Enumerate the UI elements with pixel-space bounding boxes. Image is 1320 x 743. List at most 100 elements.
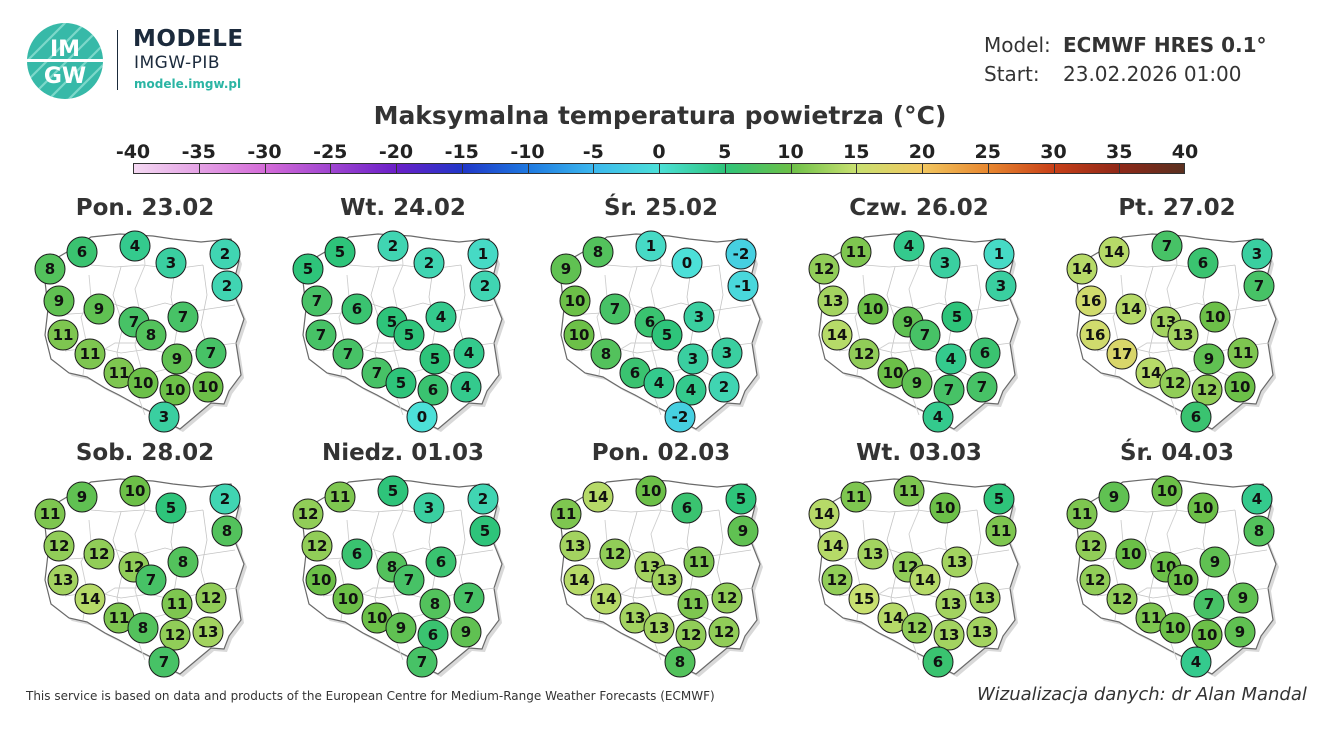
temperature-circle	[406, 401, 438, 433]
city-marker: 9	[901, 367, 933, 399]
temperature-value: 6	[1191, 408, 1201, 426]
city-marker: 14	[817, 530, 849, 562]
city-marker: 7	[1193, 588, 1225, 620]
ecmwf-source-note: This service is based on data and produc…	[26, 689, 715, 703]
colorbar-tick-mark	[856, 163, 858, 174]
temperature-circle	[808, 253, 840, 285]
city-marker: 10	[127, 367, 159, 399]
city-marker: 10	[929, 492, 961, 524]
temperature-circle	[417, 619, 449, 651]
model-info: Model: ECMWF HRES 0.1° Start: 23.02.2026 0…	[984, 31, 1267, 89]
city-marker: 7	[909, 319, 941, 351]
temperature-circle	[929, 247, 961, 279]
temperature-value: 4	[654, 374, 664, 392]
temperature-circle	[933, 619, 965, 651]
temperature-value: 11	[683, 595, 704, 613]
city-marker: 13	[643, 612, 675, 644]
temperature-circle	[1098, 481, 1130, 513]
temperature-value: 9	[94, 300, 104, 318]
temperature-circle	[808, 498, 840, 530]
city-marker: 7	[453, 582, 485, 614]
temperature-circle	[817, 530, 849, 562]
temperature-circle	[1191, 619, 1223, 651]
city-marker: 13	[935, 588, 967, 620]
city-marker: 12	[1191, 374, 1223, 406]
colorbar-tick-label: 25	[974, 141, 1001, 163]
temperature-circle	[1241, 238, 1273, 270]
city-marker: 10	[559, 285, 591, 317]
colorbar-tick-label: -40	[115, 141, 151, 163]
temperature-value: 12	[907, 619, 928, 637]
temperature-value: 4	[461, 378, 471, 396]
temperature-circle	[393, 319, 425, 351]
temperature-value: 3	[694, 308, 704, 326]
colorbar-tick-label: 30	[1040, 141, 1067, 163]
city-marker: 13	[817, 285, 849, 317]
temperature-circle	[305, 319, 337, 351]
temperature-value: 5	[994, 490, 1004, 508]
temperature-circle	[66, 481, 98, 513]
temperature-circle	[155, 492, 187, 524]
temperature-value: 4	[1191, 653, 1201, 671]
city-marker: 11	[1227, 337, 1259, 369]
forecast-panel: Śr. 25.02 8 1 -2 9 0 -1 10 7 6 3 10 5 8 3 3 6 4 4 2 -2	[541, 195, 781, 445]
temperature-circle	[450, 616, 482, 648]
city-marker: 9	[43, 285, 75, 317]
city-marker: 6	[425, 546, 457, 578]
temperature-circle	[195, 582, 227, 614]
city-marker: 13	[651, 564, 683, 596]
temperature-value: 7	[178, 308, 188, 326]
colorbar-tick-mark	[659, 163, 660, 174]
temperature-value: 10	[569, 326, 590, 344]
temperature-value: 12	[49, 537, 70, 555]
city-marker: 11	[1135, 602, 1167, 634]
temperature-value: 11	[1233, 344, 1254, 362]
temperature-value: 6	[352, 545, 362, 563]
city-marker: 14	[909, 564, 941, 596]
temperature-circle	[127, 367, 159, 399]
temperature-value: 7	[312, 292, 322, 310]
temperature-circle	[74, 583, 106, 615]
temperature-value: 13	[53, 571, 74, 589]
temperature-circle	[985, 270, 1017, 302]
temperature-circle	[941, 546, 973, 578]
temperature-circle	[1106, 583, 1138, 615]
city-marker: 8	[590, 338, 622, 370]
city-marker: 10	[1151, 475, 1183, 507]
city-marker: 4	[675, 374, 707, 406]
temperature-value: 5	[952, 308, 962, 326]
temperature-circle	[1098, 236, 1130, 268]
city-marker: 11	[840, 481, 872, 513]
temperature-value: 3	[166, 254, 176, 272]
temperature-value: 10	[311, 571, 332, 589]
city-marker: 10	[563, 319, 595, 351]
temperature-circle	[1180, 401, 1212, 433]
temperature-value: 9	[1238, 589, 1248, 607]
city-marker: 2	[209, 483, 241, 515]
temperature-circle	[135, 319, 167, 351]
temperature-value: 7	[610, 300, 620, 318]
temperature-value: 14	[588, 488, 609, 506]
model-value: ECMWF HRES 0.1°	[1063, 33, 1267, 57]
temperature-value: 6	[645, 313, 655, 331]
city-marker: 9	[66, 481, 98, 513]
temperature-circle	[453, 582, 485, 614]
temperature-value: 4	[686, 381, 696, 399]
temperature-circle	[725, 238, 757, 270]
temperature-value: 11	[109, 609, 130, 627]
temperature-circle	[671, 492, 703, 524]
temperature-circle	[161, 343, 193, 375]
temperature-circle	[301, 285, 333, 317]
temperature-circle	[901, 612, 933, 644]
temperature-value: 5	[404, 326, 414, 344]
city-marker: 7	[393, 564, 425, 596]
temperature-value: 3	[688, 350, 698, 368]
temperature-value: 2	[220, 245, 230, 263]
temperature-value: 16	[1081, 292, 1102, 310]
brand-url-link[interactable]: modele.imgw.pl	[134, 77, 242, 91]
city-marker: 12	[821, 564, 853, 596]
temperature-value: 7	[404, 571, 414, 589]
temperature-value: 7	[372, 364, 382, 382]
temperature-value: 12	[814, 260, 835, 278]
